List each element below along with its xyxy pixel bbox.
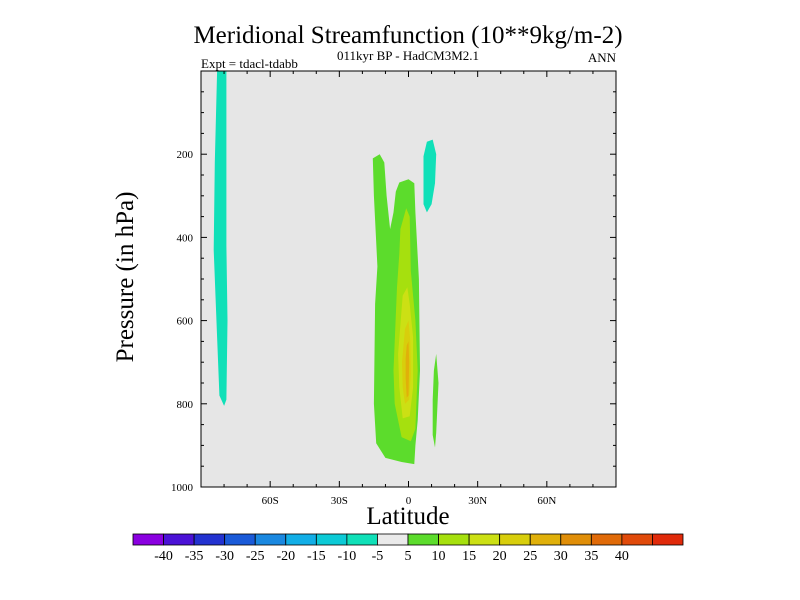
y-tick-label-1: 400 bbox=[177, 232, 194, 244]
colorbar-label-2: -30 bbox=[215, 549, 234, 564]
colorbar-swatch-13 bbox=[529, 533, 562, 546]
chart-subtitle: 011kyr BP - HadCM3M2.1 bbox=[337, 48, 479, 63]
colorbar-label-0: -40 bbox=[154, 549, 173, 564]
plot-frame bbox=[200, 70, 617, 488]
chart-title: Meridional Streamfunction (10**9kg/m-2) bbox=[193, 22, 622, 49]
colorbar-swatch-12 bbox=[499, 533, 531, 546]
colorbar-label-15: 40 bbox=[615, 549, 629, 564]
colorbar-swatch-8 bbox=[377, 533, 409, 546]
x-tick-label-0: 60S bbox=[262, 495, 279, 507]
y-axis-label: Pressure (in hPa) bbox=[112, 192, 139, 363]
x-tick-label-4: 60N bbox=[537, 495, 556, 507]
colorbar-swatch-1 bbox=[163, 533, 195, 546]
colorbar-swatch-7 bbox=[346, 533, 378, 546]
colorbar-label-8: 5 bbox=[405, 549, 412, 564]
contour-region-7 bbox=[405, 341, 410, 398]
colorbar-swatch-5 bbox=[285, 533, 317, 546]
colorbar-label-3: -25 bbox=[246, 549, 265, 564]
colorbar-swatch-17 bbox=[652, 533, 684, 546]
y-tick-label-4: 1000 bbox=[171, 482, 194, 494]
y-tick-labels: 200 400 600 800 1000 bbox=[171, 149, 194, 494]
colorbar-label-10: 15 bbox=[462, 549, 476, 564]
colorbar-swatch-3 bbox=[224, 533, 256, 546]
colorbar-label-1: -35 bbox=[185, 549, 204, 564]
colorbar-swatch-15 bbox=[590, 533, 623, 546]
contour-layer bbox=[213, 71, 439, 465]
x-tick-labels: 60S 30S 0 30N 60N bbox=[262, 495, 557, 507]
colorbar-swatch-11 bbox=[468, 533, 501, 546]
colorbar-label-6: -10 bbox=[338, 549, 357, 564]
colorbar bbox=[132, 533, 684, 546]
x-tick-label-2: 0 bbox=[406, 495, 412, 507]
x-tick-label-3: 30N bbox=[468, 495, 487, 507]
colorbar-label-14: 35 bbox=[584, 549, 598, 564]
colorbar-label-4: -20 bbox=[276, 549, 295, 564]
colorbar-label-13: 30 bbox=[554, 549, 568, 564]
colorbar-swatch-10 bbox=[438, 533, 470, 546]
x-tick-label-1: 30S bbox=[331, 495, 348, 507]
colorbar-label-11: 20 bbox=[493, 549, 507, 564]
colorbar-swatch-0 bbox=[132, 533, 164, 546]
colorbar-swatch-16 bbox=[621, 533, 653, 546]
colorbar-label-9: 10 bbox=[432, 549, 446, 564]
contour-region-1 bbox=[423, 139, 437, 213]
colorbar-swatch-14 bbox=[560, 533, 592, 546]
y-tick-label-3: 800 bbox=[177, 399, 194, 411]
experiment-label: Expt = tdacl-tdabb bbox=[201, 56, 298, 71]
colorbar-label-12: 25 bbox=[523, 549, 537, 564]
colorbar-swatch-4 bbox=[254, 533, 287, 546]
contour-region-0 bbox=[213, 71, 228, 406]
x-axis-label: Latitude bbox=[366, 503, 449, 530]
colorbar-label-7: -5 bbox=[372, 549, 384, 564]
y-tick-label-0: 200 bbox=[177, 149, 194, 161]
colorbar-swatch-2 bbox=[193, 533, 226, 546]
season-label: ANN bbox=[588, 50, 617, 65]
colorbar-label-5: -15 bbox=[307, 549, 326, 564]
y-tick-label-2: 600 bbox=[177, 316, 194, 328]
colorbar-swatch-6 bbox=[315, 533, 348, 546]
contour-region-3 bbox=[432, 353, 439, 448]
colorbar-labels: -40 -35 -30 -25 -20 -15 -10 -5 5 10 15 20 25 30 35 40 bbox=[154, 549, 629, 564]
colorbar-swatch-9 bbox=[407, 533, 439, 546]
